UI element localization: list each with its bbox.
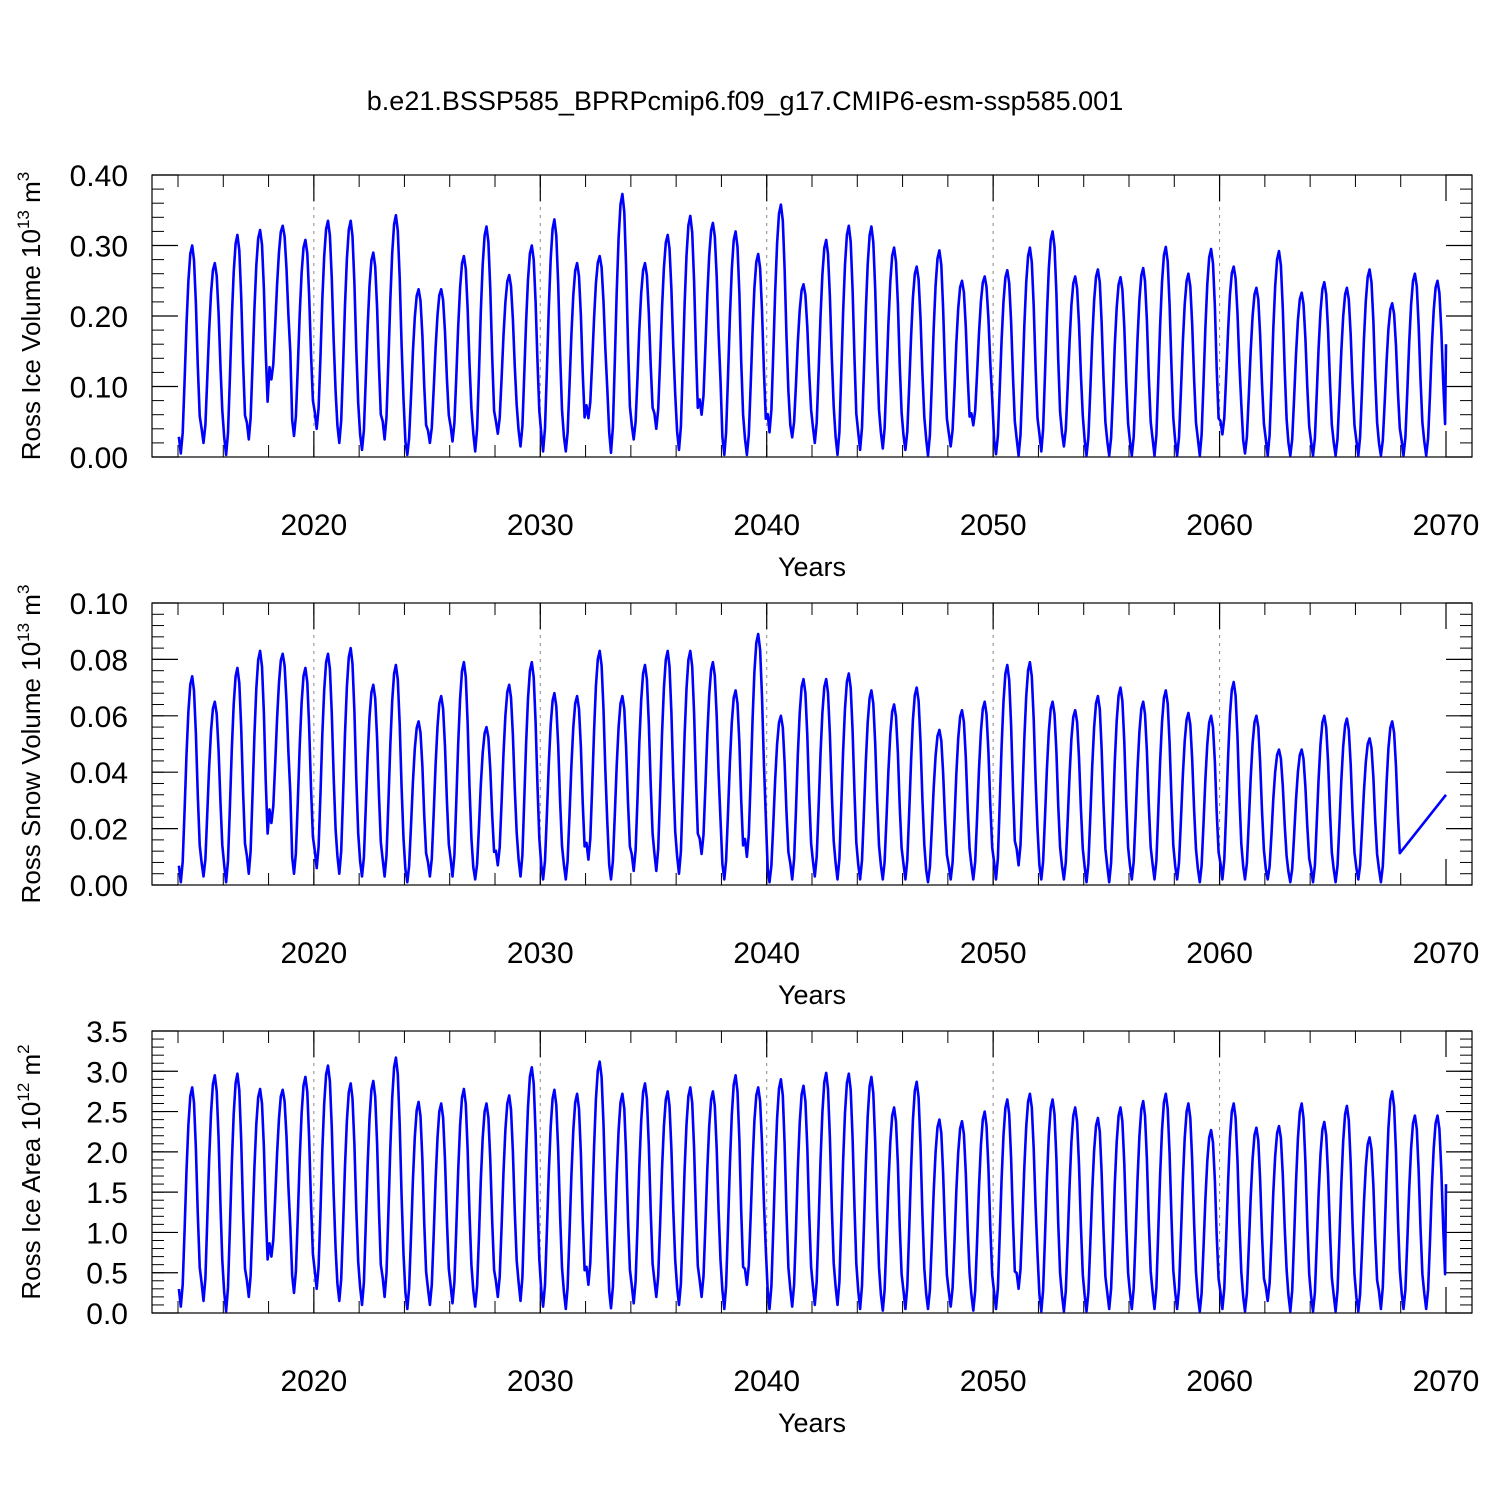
y-label-unit-exponent: 2	[14, 1044, 33, 1053]
y-tick-label: 0.00	[70, 870, 128, 903]
x-tick-label: 2060	[1186, 937, 1253, 970]
x-tick-label: 2040	[733, 1365, 800, 1398]
y-axis-label: Ross Ice Volume 1013 m3	[14, 172, 46, 461]
x-tick-label: 2070	[1413, 1365, 1480, 1398]
y-axis-label: Ross Snow Volume 1013 m3	[14, 585, 46, 904]
x-tick-label: 2050	[960, 937, 1027, 970]
x-tick-label: 2020	[280, 509, 347, 542]
x-axis-label: Years	[778, 980, 846, 1010]
series-line	[177, 632, 1448, 884]
y-tick-label: 0.20	[70, 301, 128, 334]
y-tick-label: 1.0	[86, 1217, 128, 1250]
y-label-exponent: 12	[14, 1083, 33, 1102]
y-label-exponent: 13	[14, 623, 33, 642]
y-tick-label: 2.0	[86, 1137, 128, 1170]
y-tick-label: 0.04	[70, 757, 128, 790]
y-axis-label: Ross Ice Area 1012 m2	[14, 1044, 46, 1299]
y-tick-label: 3.5	[86, 1016, 128, 1049]
y-label-unit: m	[16, 181, 46, 210]
x-tick-label: 2040	[733, 937, 800, 970]
x-axis-label: Years	[778, 552, 846, 582]
y-label-text: Ross Ice Area 10	[16, 1102, 46, 1300]
y-tick-label: 0.08	[70, 644, 128, 677]
y-tick-label: 0.5	[86, 1258, 128, 1291]
y-tick-label: 0.10	[70, 372, 128, 405]
y-tick-label: 1.5	[86, 1177, 128, 1210]
x-tick-label: 2050	[960, 1365, 1027, 1398]
x-tick-label: 2030	[507, 1365, 574, 1398]
y-label-unit: m	[16, 594, 46, 623]
y-tick-label: 0.10	[70, 588, 128, 621]
y-tick-label: 0.06	[70, 701, 128, 734]
snow-volume-panel: 0.00 0.02 0.04 0.06 0.08 0.10 2020 2030 2040 2050…	[14, 585, 1479, 1010]
x-tick-label: 2060	[1186, 1365, 1253, 1398]
x-tick-label: 2040	[733, 509, 800, 542]
y-tick-label: 0.02	[70, 814, 128, 847]
x-tick-label: 2070	[1413, 509, 1480, 542]
y-tick-label: 0.0	[86, 1298, 128, 1331]
figure-title: b.e21.BSSP585_BPRPcmip6.f09_g17.CMIP6-es…	[367, 86, 1123, 116]
y-tick-label: 0.40	[70, 160, 128, 193]
x-tick-label: 2060	[1186, 509, 1253, 542]
x-tick-label: 2020	[280, 937, 347, 970]
x-tick-label: 2020	[280, 1365, 347, 1398]
series-line	[177, 192, 1448, 457]
ice-area-panel: 0.0 0.5 1.0 1.5 2.0 2.5 3.0 3.5 2020 2030 2040 2050…	[14, 1016, 1479, 1438]
y-tick-label: 2.5	[86, 1097, 128, 1130]
y-tick-label: 0.30	[70, 231, 128, 264]
x-tick-label: 2070	[1413, 937, 1480, 970]
x-tick-label: 2030	[507, 509, 574, 542]
y-label-unit-exponent: 3	[14, 172, 33, 181]
x-tick-label: 2030	[507, 937, 574, 970]
y-label-text: Ross Ice Volume 10	[16, 229, 46, 460]
y-label-unit: m	[16, 1054, 46, 1083]
y-tick-label: 0.00	[70, 442, 128, 475]
y-label-text: Ross Snow Volume 10	[16, 642, 46, 904]
y-tick-label: 3.0	[86, 1056, 128, 1089]
series-line	[177, 1056, 1448, 1313]
x-tick-label: 2050	[960, 509, 1027, 542]
ice-volume-panel: 0.00 0.10 0.20 0.30 0.40 2020 2030 2040 2050 2060…	[14, 160, 1479, 582]
y-label-exponent: 13	[14, 210, 33, 229]
y-label-unit-exponent: 3	[14, 585, 33, 594]
x-axis-label: Years	[778, 1408, 846, 1438]
